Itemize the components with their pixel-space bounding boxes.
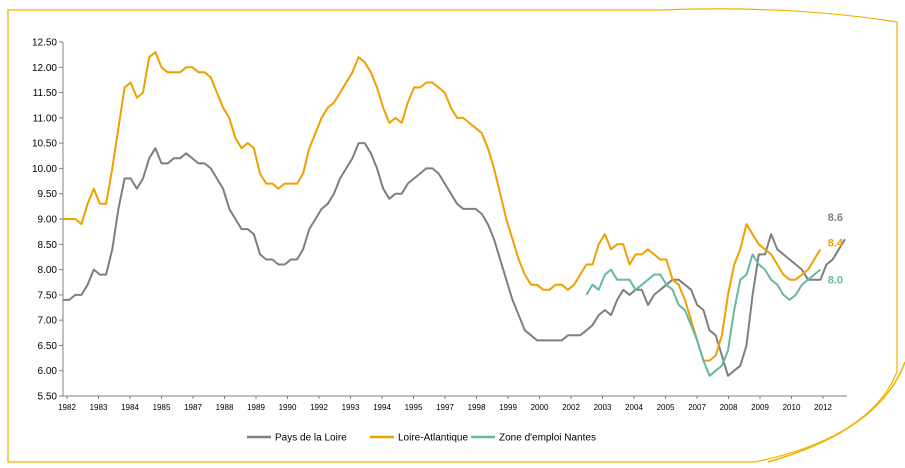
x-tick-label: 1982 bbox=[58, 403, 76, 412]
x-tick-label: 1988 bbox=[216, 403, 234, 412]
y-tick-label: 8.50 bbox=[38, 240, 58, 251]
y-tick-label: 10.00 bbox=[32, 164, 57, 175]
y-axis: 12.50 12.00 11.50 11.00 10.50 10.00 9.50 9.00 8.… bbox=[32, 38, 63, 403]
x-tick-label: 1997 bbox=[436, 403, 454, 412]
legend: Pays de la Loire Loire-Atlantique Zone d'e… bbox=[247, 433, 596, 444]
x-tick-label: 1983 bbox=[90, 403, 108, 412]
x-tick-label: 1998 bbox=[468, 403, 486, 412]
x-axis: 1982 1983 1984 1985 1987 1988 1989 1990 1992 1993… bbox=[58, 396, 832, 412]
y-tick-label: 7.00 bbox=[38, 316, 58, 327]
x-tick-label: 2009 bbox=[751, 403, 769, 412]
x-tick-label: 1999 bbox=[499, 403, 517, 412]
x-tick-label: 1989 bbox=[247, 403, 265, 412]
legend-label: Pays de la Loire bbox=[275, 433, 347, 444]
x-tick-label: 1985 bbox=[153, 403, 171, 412]
y-tick-label: 12.50 bbox=[32, 38, 57, 49]
series-lines bbox=[63, 51, 846, 377]
x-tick-label: 2003 bbox=[594, 403, 612, 412]
y-tick-label: 11.50 bbox=[33, 88, 58, 99]
x-tick-label: 2005 bbox=[657, 403, 675, 412]
x-tick-label: 2010 bbox=[783, 403, 801, 412]
series-line-1 bbox=[63, 51, 822, 362]
x-tick-label: 1993 bbox=[342, 403, 360, 412]
x-tick-label: 1992 bbox=[310, 403, 328, 412]
x-tick-label: 2002 bbox=[562, 403, 580, 412]
x-tick-label: 2008 bbox=[720, 403, 738, 412]
y-tick-label: 6.50 bbox=[38, 341, 58, 352]
y-tick-label: 12.00 bbox=[32, 63, 57, 74]
x-tick-label: 1994 bbox=[373, 403, 391, 412]
series-end-label: 8.6 bbox=[828, 212, 843, 224]
x-tick-label: 2007 bbox=[688, 403, 706, 412]
x-tick-label: 1995 bbox=[405, 403, 423, 412]
y-tick-label: 6.00 bbox=[38, 366, 58, 377]
frame-border-icon bbox=[7, 8, 898, 463]
y-tick-label: 9.00 bbox=[38, 215, 58, 226]
y-tick-label: 10.50 bbox=[32, 139, 57, 150]
series-end-label: 8.4 bbox=[828, 237, 844, 249]
y-tick-label: 11.00 bbox=[33, 113, 58, 124]
x-tick-label: 1984 bbox=[121, 403, 139, 412]
x-tick-label: 1990 bbox=[279, 403, 297, 412]
y-tick-label: 5.50 bbox=[38, 392, 58, 403]
x-tick-label: 2012 bbox=[814, 403, 832, 412]
series-line-0 bbox=[63, 142, 846, 377]
legend-label: Loire-Atlantique bbox=[398, 433, 468, 444]
x-tick-label: 2004 bbox=[625, 403, 643, 412]
series-line-2 bbox=[585, 253, 822, 377]
y-tick-label: 7.50 bbox=[38, 290, 58, 301]
y-tick-label: 8.00 bbox=[38, 265, 58, 276]
frame-corner-swoosh-icon bbox=[767, 361, 905, 463]
legend-label: Zone d'emploi Nantes bbox=[499, 433, 596, 444]
x-tick-label: 1987 bbox=[184, 403, 202, 412]
series-end-label: 8.0 bbox=[828, 275, 843, 287]
x-tick-label: 2000 bbox=[531, 403, 549, 412]
y-tick-label: 9.50 bbox=[38, 189, 58, 200]
series-end-labels: 8.6 8.4 8.0 bbox=[828, 212, 844, 286]
